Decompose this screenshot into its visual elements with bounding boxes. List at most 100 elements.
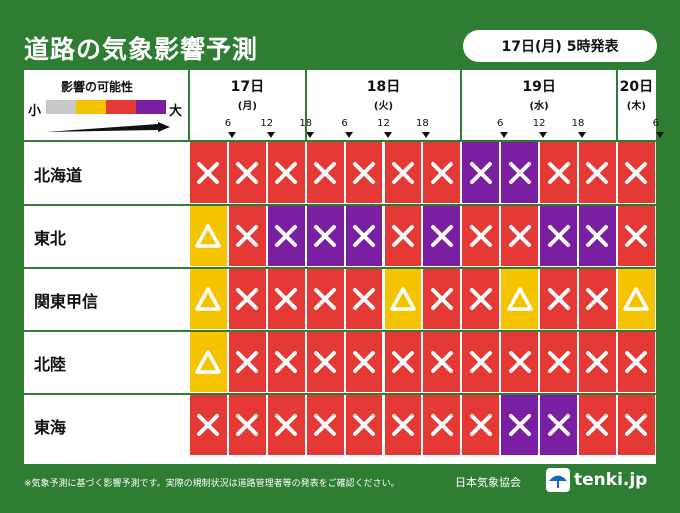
day-weekday: (火)	[373, 101, 394, 112]
forecast-cell-red	[345, 331, 383, 392]
hour-marker-icon	[500, 132, 509, 138]
cross-icon	[353, 224, 376, 247]
cross-icon	[353, 161, 376, 184]
forecast-cell-red	[423, 331, 461, 392]
cross-icon	[469, 287, 492, 310]
triangle-icon	[506, 286, 533, 311]
day-header: 17日 (月)	[189, 76, 306, 112]
hour-tick: 6	[224, 118, 232, 129]
forecast-cell-purple	[579, 205, 616, 266]
hour-marker-icon	[578, 132, 586, 138]
forecast-cell-red	[423, 394, 461, 455]
forecast-cell-triangle	[384, 268, 422, 329]
cross-icon	[275, 161, 298, 184]
forecast-grid: 影響の可能性 小 大 17日 (月) 6 12 18 18日 (火) 6 12 18 19日 (水) 6…	[24, 70, 664, 464]
cross-icon	[547, 224, 570, 247]
day-separator	[615, 70, 618, 141]
forecast-cell-red	[617, 142, 655, 203]
cross-icon	[547, 413, 570, 436]
cross-icon	[236, 287, 259, 310]
forecast-cell-red	[306, 394, 344, 455]
triangle-icon	[195, 223, 222, 248]
footer-org: 日本気象協会	[455, 476, 521, 489]
forecast-cell-red	[345, 268, 383, 329]
hour-marker-icon	[383, 132, 392, 138]
cross-icon	[469, 224, 492, 247]
cross-icon	[314, 224, 337, 247]
forecast-cell-red	[306, 268, 344, 329]
hour-marker-icon	[266, 132, 275, 138]
cross-icon	[508, 161, 531, 184]
cross-icon	[391, 350, 414, 373]
cross-icon	[547, 161, 570, 184]
hour-marker-icon	[655, 132, 664, 138]
cross-icon	[391, 413, 414, 436]
day-date: 18日	[366, 79, 401, 95]
forecast-cell-red	[540, 331, 577, 392]
legend-swatch	[76, 100, 106, 114]
cross-icon	[469, 350, 492, 373]
forecast-cell-red	[423, 268, 461, 329]
cross-icon	[625, 161, 648, 184]
forecast-cell-triangle	[190, 268, 227, 329]
triangle-icon	[195, 349, 222, 374]
forecast-cell-purple	[462, 142, 500, 203]
day-weekday: (木)	[626, 101, 646, 112]
region-label: 関東甲信	[34, 291, 99, 311]
forecast-cell-red	[579, 394, 616, 455]
forecast-cell-purple	[501, 142, 539, 203]
cross-icon	[430, 224, 453, 247]
forecast-cell-red	[384, 205, 422, 266]
cross-icon	[586, 224, 609, 247]
row-divider	[24, 267, 656, 269]
cross-icon	[586, 350, 609, 373]
forecast-cell-red	[617, 331, 655, 392]
brand-logo[interactable]: tenki.jp	[546, 468, 647, 492]
cross-icon	[314, 350, 337, 373]
day-separator	[460, 70, 463, 141]
cross-icon	[508, 413, 531, 436]
cross-icon	[508, 350, 531, 373]
issued-time-badge: 17日(月) 5時発表	[463, 30, 657, 62]
legend-color-scale	[46, 100, 166, 114]
cross-icon	[197, 161, 220, 184]
forecast-cell-red	[228, 331, 266, 392]
cross-icon	[197, 413, 220, 436]
header-divider	[24, 140, 656, 142]
day-header: 18日 (火)	[306, 76, 462, 112]
forecast-cell-red	[384, 142, 422, 203]
forecast-cell-red	[540, 268, 577, 329]
hour-tick: 12	[532, 118, 546, 129]
day-separator	[304, 70, 307, 141]
forecast-cell-red	[462, 268, 500, 329]
forecast-cell-red	[462, 205, 500, 266]
forecast-cell-red	[501, 205, 539, 266]
day-separator	[188, 70, 190, 141]
forecast-cell-red	[462, 331, 500, 392]
cross-icon	[236, 413, 259, 436]
row-divider	[24, 204, 656, 206]
row-divider	[24, 393, 656, 395]
triangle-icon	[623, 286, 650, 311]
forecast-cell-red	[423, 142, 461, 203]
legend-swatch	[106, 100, 136, 114]
forecast-cell-purple	[423, 205, 461, 266]
forecast-cell-red	[345, 394, 383, 455]
day-weekday: (水)	[529, 101, 549, 112]
forecast-cell-purple	[540, 394, 577, 455]
hour-tick: 12	[377, 118, 390, 129]
forecast-cell-red	[190, 394, 227, 455]
cross-icon	[625, 224, 648, 247]
cross-icon	[547, 287, 570, 310]
hour-tick: 6	[341, 118, 348, 129]
cross-icon	[586, 161, 609, 184]
hour-marker-icon	[227, 132, 236, 138]
legend-high-label: 大	[169, 104, 183, 119]
forecast-cell-purple	[540, 205, 577, 266]
hour-marker-icon	[344, 132, 353, 138]
forecast-cell-red	[345, 142, 383, 203]
hour-tick: 6	[652, 118, 659, 129]
forecast-cell-red	[462, 394, 500, 455]
forecast-cell-red	[501, 331, 539, 392]
forecast-cell-red	[228, 142, 266, 203]
